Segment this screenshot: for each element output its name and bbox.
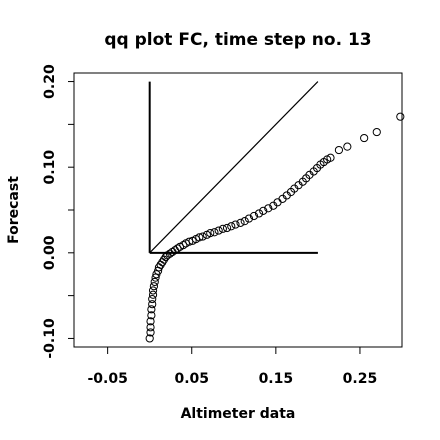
data-point bbox=[148, 290, 158, 299]
data-point bbox=[198, 232, 207, 241]
data-point bbox=[149, 282, 158, 291]
data-point bbox=[372, 127, 381, 137]
data-point bbox=[240, 217, 249, 226]
data-point bbox=[259, 206, 268, 215]
data-point bbox=[148, 286, 158, 295]
data-point bbox=[231, 220, 240, 229]
data-point bbox=[210, 228, 219, 237]
data-point bbox=[396, 112, 405, 121]
reference-line-0 bbox=[149, 81, 319, 254]
y-tick-label: -0.10 bbox=[42, 318, 58, 359]
data-point bbox=[146, 317, 155, 326]
data-point bbox=[236, 218, 245, 227]
data-point bbox=[156, 260, 165, 269]
x-tick-label: 0.15 bbox=[259, 371, 294, 387]
data-point bbox=[179, 241, 188, 250]
y-tick-label: 0.20 bbox=[42, 64, 58, 99]
data-point bbox=[214, 226, 223, 235]
data-point bbox=[151, 273, 160, 282]
y-tick-label: 0.10 bbox=[42, 150, 58, 185]
data-point bbox=[147, 305, 156, 314]
data-point bbox=[249, 211, 259, 221]
y-axis: -0.10 0.00 0.10 0.20 bbox=[42, 64, 75, 359]
y-axis-label: Forecast bbox=[6, 176, 22, 244]
data-point bbox=[222, 223, 232, 233]
x-tick-label: 0.25 bbox=[343, 371, 378, 387]
data-point bbox=[195, 233, 204, 242]
data-point bbox=[148, 300, 157, 309]
data-point bbox=[218, 224, 227, 233]
data-point bbox=[150, 277, 159, 287]
data-point bbox=[264, 204, 273, 213]
reference-lines bbox=[148, 81, 319, 254]
data-point bbox=[173, 244, 182, 253]
x-tick-label: 0.05 bbox=[174, 371, 209, 387]
data-point bbox=[206, 229, 215, 238]
x-axis: -0.05 0.05 0.15 0.25 bbox=[87, 346, 378, 387]
chart-title: qq plot FC, time step no. 13 bbox=[104, 30, 371, 50]
x-tick-label: -0.05 bbox=[87, 371, 127, 387]
data-point bbox=[360, 133, 369, 143]
data-point bbox=[227, 222, 236, 231]
data-point bbox=[326, 153, 335, 162]
data-point bbox=[254, 209, 264, 218]
data-points bbox=[145, 112, 405, 343]
x-axis-label: Altimeter data bbox=[181, 406, 296, 422]
data-point bbox=[158, 258, 167, 267]
data-point bbox=[146, 328, 155, 337]
plot-frame bbox=[73, 72, 403, 348]
data-point bbox=[146, 323, 155, 332]
data-point bbox=[343, 142, 352, 151]
data-point bbox=[334, 145, 344, 155]
data-point bbox=[148, 294, 157, 304]
data-point bbox=[147, 311, 156, 320]
data-point bbox=[244, 214, 254, 223]
y-tick-label: 0.00 bbox=[42, 235, 58, 270]
data-point bbox=[145, 334, 154, 343]
